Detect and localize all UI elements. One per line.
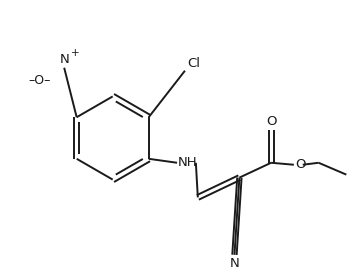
Text: NH: NH bbox=[178, 156, 198, 169]
Text: +: + bbox=[71, 48, 80, 58]
Text: O: O bbox=[266, 115, 276, 128]
Text: N: N bbox=[59, 53, 69, 66]
Text: N: N bbox=[230, 257, 239, 270]
Text: Cl: Cl bbox=[187, 57, 200, 70]
Text: O: O bbox=[295, 158, 306, 171]
Text: –O–: –O– bbox=[28, 74, 50, 87]
